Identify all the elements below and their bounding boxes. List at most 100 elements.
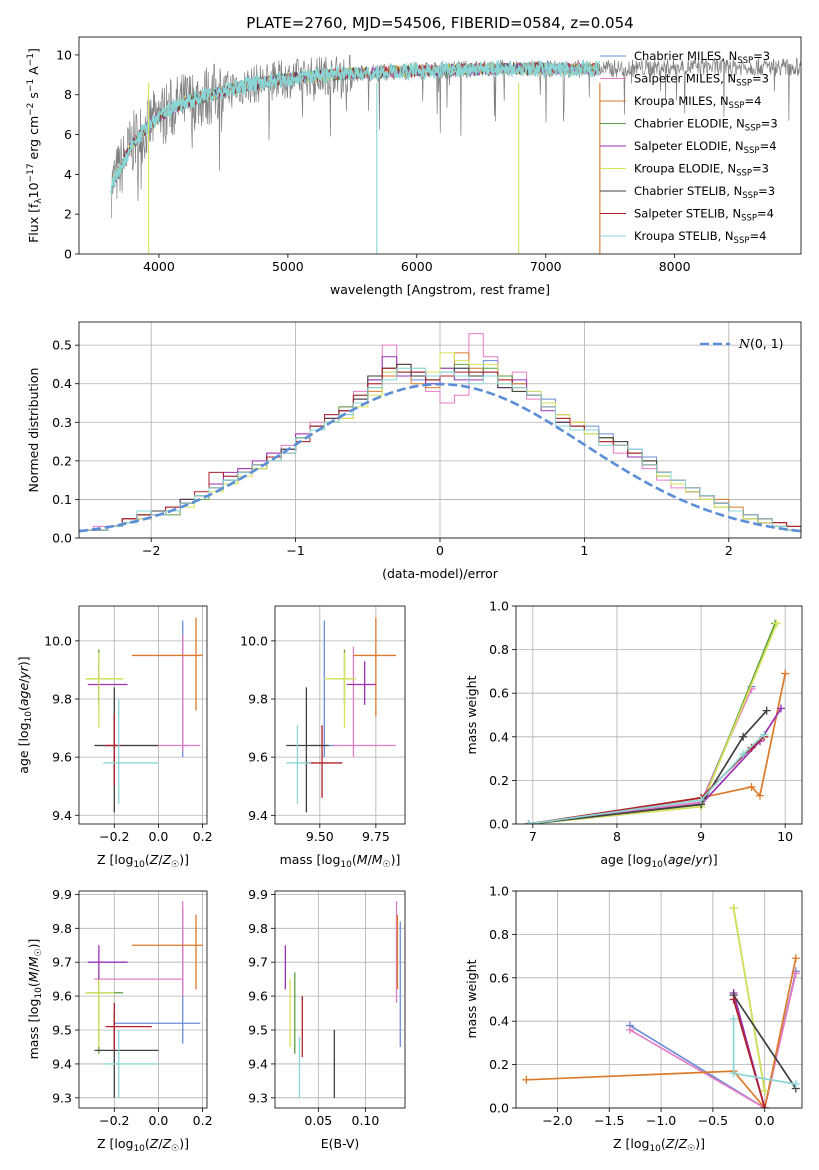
axis-label-part: ( <box>661 1136 666 1151</box>
weight-marker <box>729 1015 738 1024</box>
legend-sub: SSP <box>737 56 753 66</box>
weight-line <box>528 623 778 824</box>
plot-area <box>522 904 800 1108</box>
y-tick-label: 0.2 <box>489 1057 509 1072</box>
y-tick-label: 0.4 <box>489 729 509 744</box>
axis-label-part: ☉ <box>171 1144 179 1154</box>
axis-label-part: Z <box>149 1136 159 1151</box>
plot-area <box>286 617 397 813</box>
axis-label-part: ( <box>26 982 41 987</box>
x-tick-label: 0.2 <box>193 1113 213 1128</box>
x-tick-label: 0.0 <box>755 1113 775 1128</box>
model-spectrum-line <box>110 61 600 193</box>
y-axis-label-part: −1 <box>26 53 36 66</box>
x-tick-label: 0.0 <box>149 1113 169 1128</box>
weight-line <box>526 958 797 1108</box>
axis-label-part: / <box>674 1136 679 1151</box>
model-spectrum-line <box>110 62 600 193</box>
y-tick-label: 10.0 <box>44 633 72 648</box>
plot-area <box>284 901 401 1098</box>
x-tick-label: 2 <box>725 543 733 558</box>
legend-name: Chabrier STELIB, N <box>634 184 742 198</box>
residuals-panel: −2 −1 0 1 2 0.0 0.1 0.2 0.3 0.4 0.5 N(0, 1) (data-mo… <box>26 321 802 581</box>
weight-line <box>732 994 797 1089</box>
legend-name: Kroupa STELIB, N <box>634 229 734 243</box>
axes-frame <box>78 890 208 1109</box>
y-tick-label: 9.3 <box>52 1090 72 1105</box>
axis-label-part: Z <box>678 1136 688 1151</box>
model-spectrum-line <box>110 62 600 193</box>
y-axis-label: mass weight <box>464 959 479 1038</box>
x-tick-label: −2 <box>142 543 160 558</box>
x-tick-label: −0.5 <box>698 1113 728 1128</box>
y-axis-label: Flux [fλ10−17 erg cm−2 s−1 A−1] <box>26 48 44 243</box>
legend-name: Chabrier ELODIE, N <box>634 117 745 131</box>
axis-label-part: yr <box>694 852 708 867</box>
x-tick-label: −1.5 <box>594 1113 624 1128</box>
legend-sub: SSP <box>734 236 750 246</box>
y-tick-label: 0.0 <box>489 1101 509 1116</box>
weight-marker <box>524 820 533 824</box>
normal-curve <box>79 382 801 533</box>
axis-label-part: Z [log <box>613 1136 649 1151</box>
weight-marker <box>772 619 781 628</box>
legend-count: =3 <box>758 184 775 198</box>
axis-label-part: / <box>368 852 373 867</box>
y-tick-label: 8 <box>64 87 72 102</box>
weight-line <box>629 973 797 1108</box>
axes-frame <box>515 890 803 1109</box>
legend-label: Kroupa MILES, NSSP=4 <box>634 94 761 111</box>
axis-label-part: )] <box>708 852 718 867</box>
model-spectrum-line <box>110 61 600 193</box>
weight-vs-metallicity-panel: −2.0 −1.5 −1.0 −0.5 0.0 0.0 0.2 0.4 0.6 0.8 1.0 Z [… <box>464 884 803 1154</box>
axis-label-part: Z <box>162 852 172 867</box>
model-spectrum-line <box>110 59 601 195</box>
legend-args: (0, 1) <box>750 336 784 351</box>
x-tick-label: 7000 <box>530 259 562 274</box>
axis-label-part: 10 <box>649 1144 661 1154</box>
y-tick-label: 9.8 <box>248 692 268 707</box>
y-axis-label-part: λ <box>34 198 44 204</box>
y-tick-label: 9.8 <box>52 692 72 707</box>
weight-marker <box>762 706 771 715</box>
axis-label-part: mass [log <box>280 852 341 867</box>
y-tick-label: 0.3 <box>52 415 72 430</box>
x-axis-label: mass [log10(M/M☉)] <box>280 852 401 870</box>
legend-name: Salpeter STELIB, N <box>634 207 741 221</box>
weight-line <box>732 999 766 1108</box>
legend-label: Chabrier STELIB, NSSP=3 <box>634 184 775 201</box>
weight-marker <box>729 1069 738 1078</box>
axis-label-part: )] <box>179 1136 189 1151</box>
axis-label-part: 10 <box>34 987 44 999</box>
weight-marker <box>791 954 800 963</box>
weight-line <box>528 686 753 824</box>
x-axis-label: (data-model)/error <box>382 566 499 581</box>
x-tick-label: 7 <box>529 829 537 844</box>
model-spectrum-line <box>110 61 600 193</box>
y-tick-label: 9.4 <box>52 1056 72 1071</box>
figure-title: PLATE=2760, MJD=54506, FIBERID=0584, z=0… <box>246 14 633 32</box>
legend-label: N(0, 1) <box>738 336 784 351</box>
weight-marker <box>781 669 790 678</box>
legend-symbol: N <box>738 336 751 351</box>
x-axis-label: age [log10(age/yr)] <box>600 852 717 870</box>
model-spectrum-line <box>110 61 600 193</box>
legend-name: Kroupa MILES, N <box>634 94 729 108</box>
weight-marker <box>729 904 738 913</box>
x-tick-label: −0.2 <box>99 1113 129 1128</box>
axis-label-part: 10 <box>133 860 145 870</box>
plot-area <box>79 333 801 538</box>
axis-label-part: / <box>158 852 163 867</box>
y-tick-label: 9.5 <box>52 1023 72 1038</box>
model-spectrum-line <box>110 61 600 193</box>
weight-marker <box>625 1025 634 1034</box>
x-tick-label: −1.0 <box>646 1113 676 1128</box>
x-tick-label: 0.2 <box>193 829 213 844</box>
legend-sub: SSP <box>745 124 761 134</box>
spectrum-panel: 4000 5000 6000 7000 8000 0 2 4 6 8 10 wavelength [A… <box>26 36 802 297</box>
x-tick-label: 1 <box>580 543 588 558</box>
axis-label-part: age [log <box>600 852 651 867</box>
plot-area <box>110 54 801 254</box>
